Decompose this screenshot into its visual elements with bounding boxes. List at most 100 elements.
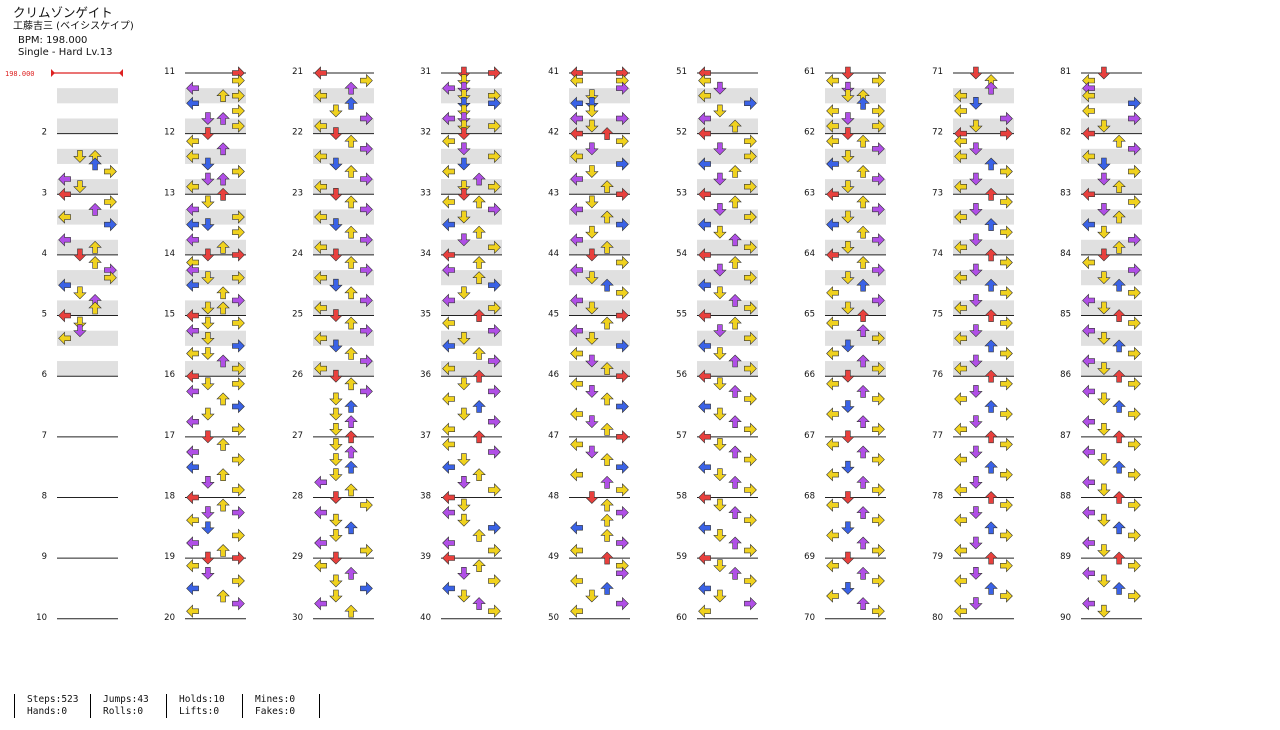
- step-arrow: [616, 157, 629, 171]
- step-arrow: [488, 240, 501, 255]
- step-arrow: [570, 521, 583, 535]
- measure-number: 14: [164, 249, 175, 259]
- measure-number: 57: [676, 431, 687, 441]
- step-arrow: [1097, 513, 1111, 527]
- step-arrow: [984, 157, 998, 171]
- step-arrow: [872, 422, 885, 437]
- step-arrow: [954, 392, 967, 406]
- step-arrow: [616, 217, 629, 232]
- step-arrow: [73, 316, 87, 330]
- step-arrow: [186, 323, 199, 338]
- measure-number: 29: [292, 552, 303, 562]
- beat-band: [569, 270, 630, 286]
- step-arrow: [872, 452, 885, 467]
- step-arrow: [585, 142, 599, 156]
- step-arrow: [1112, 339, 1126, 353]
- step-arrow: [216, 392, 230, 406]
- step-arrow: [216, 187, 230, 201]
- step-arrow: [585, 97, 599, 110]
- beat-band: [697, 209, 758, 225]
- step-arrow: [698, 73, 711, 88]
- step-arrow: [969, 445, 983, 459]
- step-arrow: [1000, 407, 1013, 421]
- step-arrow: [186, 369, 199, 383]
- measure-number: 40: [420, 613, 431, 623]
- step-arrow: [954, 604, 967, 618]
- step-arrow: [969, 597, 983, 611]
- step-arrow: [872, 263, 885, 277]
- measure-number: 34: [420, 249, 431, 259]
- step-arrow: [872, 104, 885, 118]
- step-arrow: [698, 308, 711, 323]
- step-arrow: [201, 301, 215, 315]
- step-arrow: [314, 505, 327, 520]
- step-arrow: [713, 498, 727, 512]
- beat-band: [441, 88, 502, 104]
- step-arrow: [1000, 498, 1013, 512]
- step-arrow: [201, 566, 215, 580]
- measure-number: 21: [292, 67, 303, 77]
- step-arrow: [744, 422, 757, 437]
- step-arrow: [744, 392, 757, 406]
- step-arrow: [826, 589, 839, 603]
- beat-band: [953, 361, 1014, 377]
- step-arrow: [58, 187, 71, 202]
- beat-band: [57, 88, 118, 104]
- step-arrow: [488, 414, 501, 429]
- step-arrow: [442, 551, 455, 565]
- step-arrow: [1112, 369, 1126, 383]
- step-arrow: [472, 597, 486, 610]
- step-arrow: [329, 491, 343, 504]
- step-arrow: [856, 134, 870, 148]
- step-arrow: [216, 240, 230, 254]
- step-arrow: [1000, 255, 1013, 270]
- step-arrow: [713, 81, 727, 95]
- step-arrow: [1112, 491, 1126, 504]
- beat-band: [441, 148, 502, 164]
- step-arrow: [1128, 164, 1141, 179]
- step-arrow: [841, 369, 855, 383]
- step-arrow: [329, 438, 343, 451]
- step-arrow: [1128, 467, 1141, 482]
- step-arrow: [314, 270, 327, 285]
- beat-band: [57, 270, 118, 286]
- measure-number: 26: [292, 370, 303, 380]
- measure-number: 3: [42, 188, 47, 198]
- beat-band: [1081, 118, 1142, 134]
- step-arrow: [1082, 384, 1095, 399]
- step-arrow: [698, 581, 711, 596]
- step-arrow: [872, 483, 885, 497]
- step-arrow: [314, 66, 327, 80]
- beat-band: [953, 239, 1014, 255]
- song-title: クリムゾンゲイト: [13, 5, 113, 20]
- step-arrow: [744, 483, 757, 497]
- step-arrow: [488, 445, 501, 459]
- step-arrow: [186, 414, 199, 429]
- step-arrow: [344, 377, 358, 391]
- step-arrow: [488, 543, 501, 558]
- step-arrow: [954, 179, 967, 194]
- beat-band: [569, 88, 630, 104]
- step-arrow: [954, 361, 967, 376]
- step-arrow: [616, 483, 629, 497]
- step-arrow: [841, 339, 855, 353]
- step-arrow: [344, 430, 358, 444]
- step-arrow: [954, 134, 967, 148]
- step-arrow: [186, 460, 199, 474]
- step-arrow: [329, 407, 343, 421]
- step-arrow: [728, 506, 742, 519]
- step-arrow: [841, 521, 855, 535]
- step-arrow: [488, 384, 501, 399]
- beat-band: [825, 88, 886, 104]
- step-arrow: [969, 415, 983, 429]
- step-arrow: [329, 422, 343, 436]
- measure-number: 5: [42, 310, 47, 320]
- measure-number: 35: [420, 310, 431, 320]
- beat-band: [441, 118, 502, 134]
- step-arrow: [969, 294, 983, 307]
- step-arrow: [344, 165, 358, 178]
- step-arrow: [954, 422, 967, 437]
- step-arrow: [1082, 217, 1095, 232]
- measure-number: 52: [676, 128, 687, 138]
- step-arrow: [856, 225, 870, 239]
